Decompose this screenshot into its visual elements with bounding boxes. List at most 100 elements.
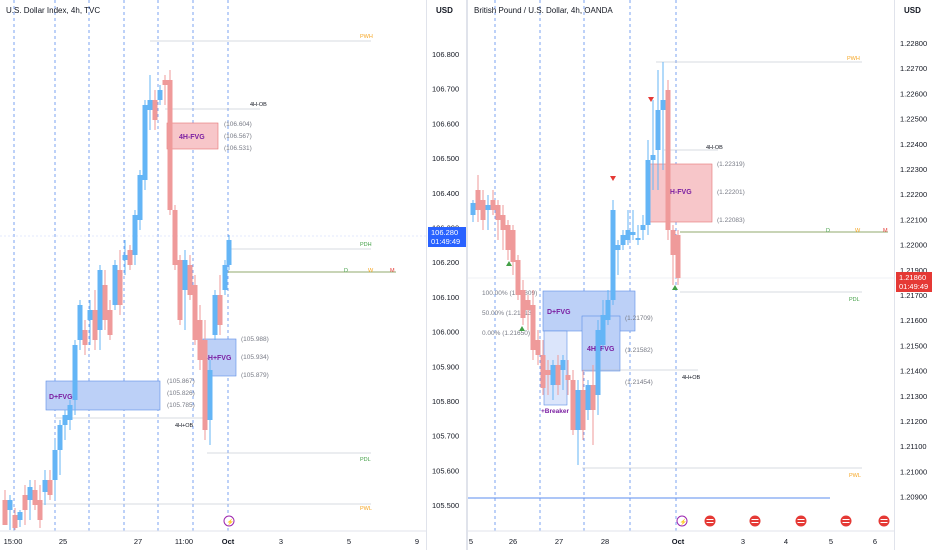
dxy-candle-body xyxy=(132,215,138,255)
gbpusd-us-flag-event-icon[interactable] xyxy=(704,515,716,527)
dxy-chart-canvas[interactable]: 4H-FVG D+FVG 4H+FVG PWH 4H-OB PDH D W M 4H+OB PDL P… xyxy=(0,0,466,550)
dxy-candle-body xyxy=(207,370,213,420)
gbpusd-d-label: D xyxy=(826,228,830,234)
dxy-candle-body xyxy=(122,255,128,260)
dxy-candle-body xyxy=(172,210,178,265)
gbpusd-x-tick-label: 3 xyxy=(741,537,745,546)
dxy-candle-body xyxy=(92,310,98,340)
dxy-candle-body xyxy=(27,487,33,500)
dxy-x-tick-label: 9 xyxy=(415,537,419,546)
gbpusd-candle-body xyxy=(615,245,621,250)
gbpusd-candle-body xyxy=(640,225,646,230)
dxy-candle-body xyxy=(77,305,83,340)
dxy-y-tick-label: 105.900 xyxy=(432,362,459,371)
gbpusd-y-tick-label: 1.21100 xyxy=(900,442,927,451)
dxy-4h-bull-fvg-level: (105.934) xyxy=(241,354,269,361)
gbpusd-candle-body xyxy=(485,205,491,210)
dxy-y-tick-label: 105.800 xyxy=(432,397,459,406)
gbpusd-us-flag-event-icon[interactable] xyxy=(878,515,890,527)
dxy-candle-body xyxy=(226,240,232,265)
dxy-candle-body xyxy=(37,500,43,520)
gbpusd-pdl-label: PDL xyxy=(849,297,860,303)
dxy-candle-body xyxy=(192,285,198,340)
dxy-candle-body xyxy=(222,265,228,290)
gbpusd-4h-bear-fvg-zone xyxy=(649,163,713,223)
gbpusd-flag-stripe xyxy=(842,519,850,520)
gbpusd-x-tick-label: Oct xyxy=(672,537,685,546)
dxy-4h-bear-fvg-zone xyxy=(166,122,219,150)
gbpusd-flag-stripe xyxy=(706,519,714,520)
dxy-price-tag-countdown: 01:49:49 xyxy=(431,237,460,246)
dxy-event-lightning-icon[interactable] xyxy=(223,515,235,527)
gbpusd-candle-body xyxy=(620,235,626,245)
gbpusd-y-tick-label: 1.22300 xyxy=(900,165,927,174)
dxy-d-bull-fvg-zone xyxy=(45,380,161,411)
dxy-candle-body xyxy=(82,330,88,345)
gbpusd-x-tick-label: 5 xyxy=(469,537,473,546)
dxy-candle-body xyxy=(57,425,63,450)
gbpusd-y-tick-label: 1.21500 xyxy=(900,341,927,350)
gbpusd-y-tick-label: 1.22600 xyxy=(900,89,927,98)
dxy-price-tag-value: 106.280 xyxy=(431,228,458,237)
gbpusd-4h-bull-fvg-level: (1.21454) xyxy=(625,379,653,386)
dxy-d-bull-fvg-label: D+FVG xyxy=(49,394,73,401)
gbpusd-chart-canvas[interactable]: 4H-FVG D+FVG 4H+FVG +Breaker PWH 4H-OB D W M PDL 4… xyxy=(468,0,932,550)
gbpusd-pwl-label: PWL xyxy=(849,473,861,479)
gbpusd-y-tick-label: 1.21900 xyxy=(900,266,927,275)
gbpusd-y-tick-label: 1.21400 xyxy=(900,367,927,376)
gbpusd-y-tick-label: 1.21700 xyxy=(900,291,927,300)
gbpusd-us-flag-event-icon[interactable] xyxy=(749,515,761,527)
gbpusd-y-tick-label: 1.22400 xyxy=(900,140,927,149)
dxy-4h-bull-fvg-label: 4H+FVG xyxy=(204,355,232,362)
dxy-chart-pane[interactable]: 4H-FVG D+FVG 4H+FVG PWH 4H-OB PDH D W M 4H+OB PDL P… xyxy=(0,0,466,550)
gbpusd-flag-stripe xyxy=(797,522,805,523)
dxy-d-label: D xyxy=(344,268,348,274)
dxy-d-bull-fvg-level: (105.867) xyxy=(167,378,195,385)
dxy-candle-body xyxy=(12,515,18,528)
dxy-candle-body xyxy=(32,490,38,505)
gbpusd-price-tag xyxy=(896,272,932,292)
dxy-y-tick-label: 106.000 xyxy=(432,328,459,337)
gbpusd-x-tick-label: 27 xyxy=(555,537,563,546)
gbpusd-candle-body xyxy=(610,210,616,300)
dxy-candle-body xyxy=(157,90,163,100)
gbpusd-candle-body xyxy=(630,232,636,235)
gbpusd-4h-bear-fvg-label: 4H-FVG xyxy=(666,189,692,196)
gbpusd-up-arrow xyxy=(519,326,525,331)
gbpusd-price-tag-value: 1.21860 xyxy=(899,273,926,282)
gbpusd-fib-level: 50.00% (1.21713) xyxy=(482,310,534,317)
dxy-event-lightning-glyph: ⚡ xyxy=(227,518,234,526)
gbpusd-flag-stripe xyxy=(880,519,888,520)
gbpusd-us-flag-event-icon[interactable] xyxy=(840,515,852,527)
gbpusd-candle-body xyxy=(595,330,601,395)
dxy-x-tick-label: 5 xyxy=(347,537,351,546)
gbpusd-y-tick-label: 1.22700 xyxy=(900,64,927,73)
gbpusd-candle-body xyxy=(520,290,526,318)
gbpusd-event-lightning-icon[interactable] xyxy=(676,515,688,527)
gbpusd-candle-body xyxy=(665,90,671,230)
dxy-candle-body xyxy=(52,450,58,480)
gbpusd-y-tick-label: 1.22100 xyxy=(900,215,927,224)
dxy-x-tick-label: Oct xyxy=(222,537,235,546)
dxy-4h-bear-fvg-level: (106.604) xyxy=(224,121,252,128)
gbpusd-w-label: W xyxy=(855,228,861,234)
pane-divider[interactable] xyxy=(466,0,468,550)
gbpusd-candle-body xyxy=(560,360,566,370)
gbpusd-4h-bull-fvg-level: (1.21709) xyxy=(625,315,653,322)
dxy-candle-body xyxy=(137,175,143,220)
gbpusd-us-flag-event-icon[interactable] xyxy=(795,515,807,527)
gbpusd-candle-body xyxy=(580,390,586,430)
dxy-d-bull-fvg-level: (105.785) xyxy=(167,402,195,409)
gbpusd-candle-body xyxy=(470,203,476,215)
gbpusd-candle-body xyxy=(590,385,596,410)
gbpusd-candle-body xyxy=(635,238,641,240)
gbpusd-candle-body xyxy=(600,315,606,345)
gbpusd-chart-pane[interactable]: 4H-FVG D+FVG 4H+FVG +Breaker PWH 4H-OB D W M PDL 4… xyxy=(468,0,932,550)
dxy-currency-label[interactable]: USD xyxy=(436,6,453,15)
dxy-m-label: M xyxy=(390,268,395,274)
dxy-pdl-label: PDL xyxy=(360,457,371,463)
gbpusd-candle-body xyxy=(490,200,496,210)
gbpusd-y-tick-label: 1.22800 xyxy=(900,39,927,48)
gbpusd-currency-label[interactable]: USD xyxy=(904,6,921,15)
gbpusd-flag-stripe xyxy=(797,519,805,520)
